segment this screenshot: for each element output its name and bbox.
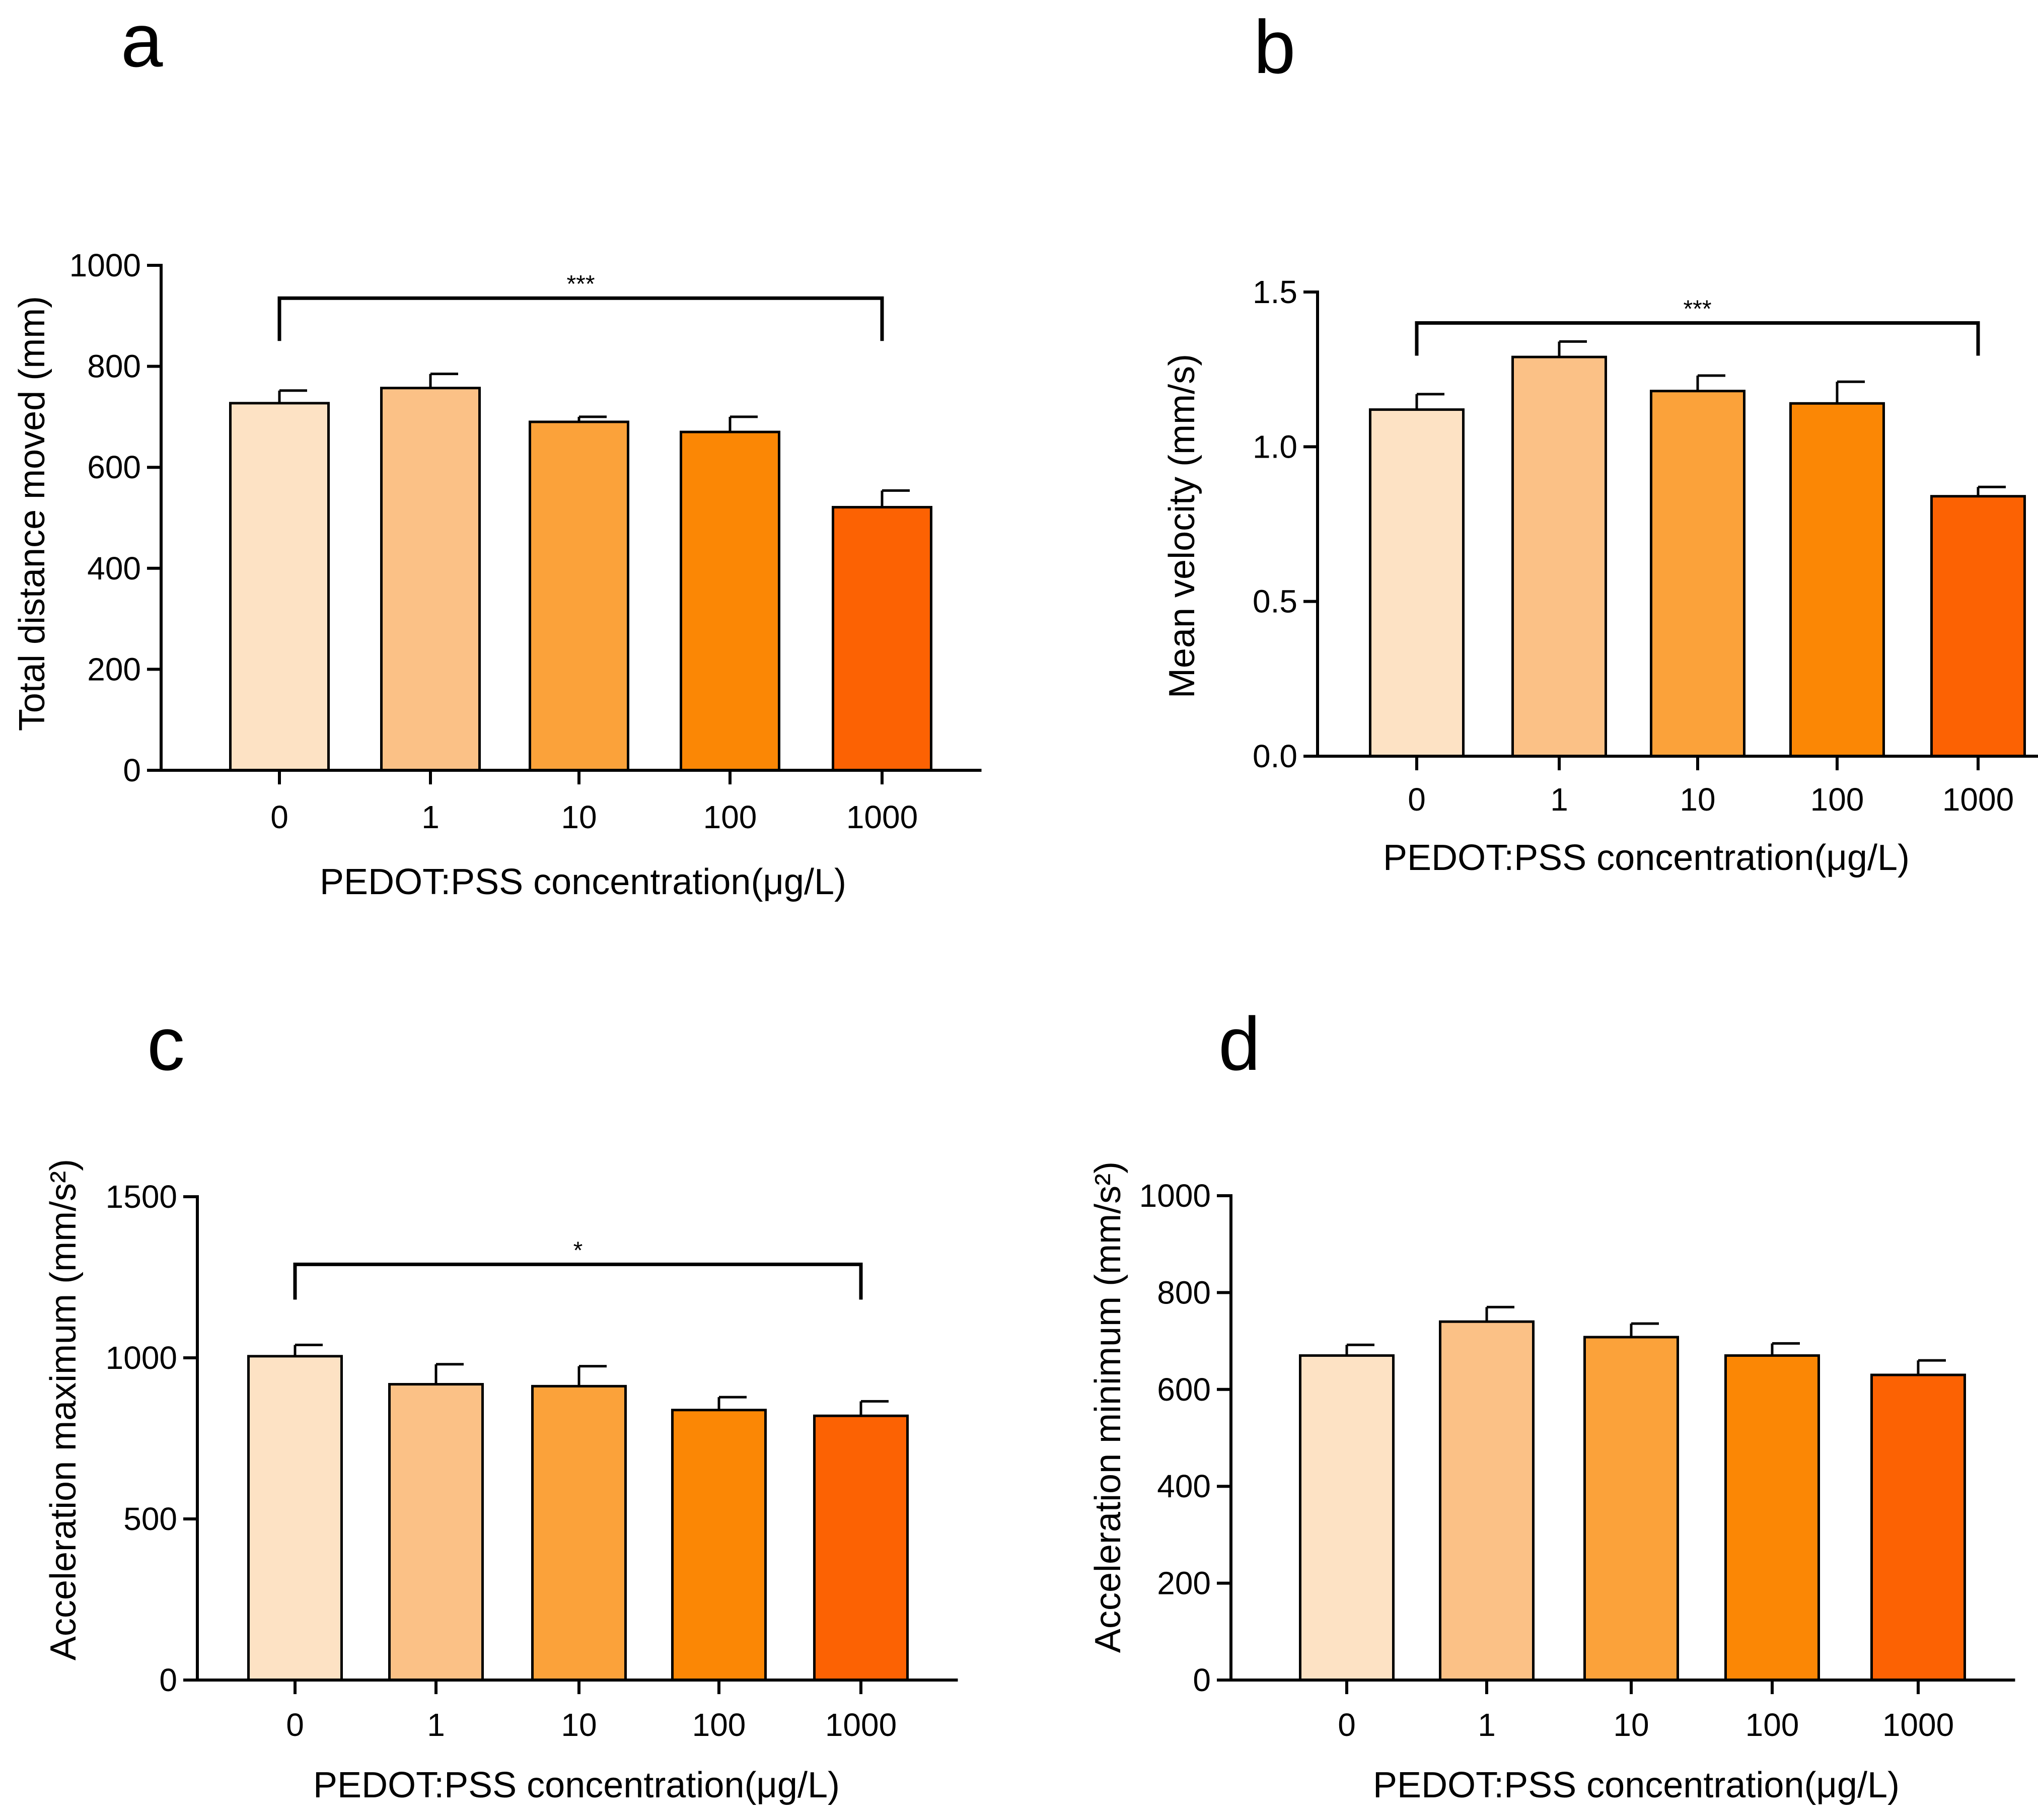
- panel-a-x-tick-label: 0: [270, 799, 288, 835]
- panel-d-x-tick-label: 0: [1338, 1707, 1356, 1743]
- panel-a-y-tick-label: 600: [87, 449, 141, 485]
- panel-c-x-tick-label: 0: [286, 1707, 304, 1743]
- panel-c: c 0 500 1000 1500 0 1 10 100 1000 * PEDOT:PSS con…: [43, 1001, 958, 1805]
- panel-c-bar-100: [671, 1409, 767, 1682]
- panel-a-x-tick-label: 1000: [846, 799, 918, 835]
- panel-b: b 0.0 0.5 1.0 1.5 0 1 10 100 1000 *** PEDOT:PSS c…: [1162, 5, 2038, 878]
- panel-d-x-tick-label: 10: [1613, 1707, 1649, 1743]
- panel-d-y-tick-label: 400: [1157, 1468, 1211, 1504]
- panel-b-y-tick-label: 1.5: [1253, 274, 1297, 310]
- panel-d-bar-10: [1583, 1336, 1679, 1682]
- panel-d-y-axis-title: Acceleration minimum (mm/s²): [1088, 1161, 1128, 1653]
- panel-c-bar-10: [531, 1385, 627, 1682]
- panel-d-bar-1: [1439, 1320, 1535, 1682]
- panel-a-y-tick-label: 0: [123, 752, 141, 788]
- panel-d: d 0 200 400 600 800 1000 0 1 10 100 1000 PEDOT:PSS…: [1088, 1001, 2015, 1805]
- panel-b-significance-label: ***: [1683, 296, 1711, 322]
- panel-a-x-tick-label: 10: [561, 799, 597, 835]
- panel-c-bar-0: [247, 1355, 343, 1682]
- panel-c-significance-bracket: [293, 1262, 863, 1300]
- panel-b-y-axis-title: Mean velocity (mm/s): [1162, 354, 1202, 698]
- panel-c-significance-label: *: [573, 1237, 583, 1264]
- panel-d-bar-100: [1724, 1354, 1820, 1682]
- panel-a-significance-label: ***: [566, 271, 595, 298]
- panel-a-bar-1: [380, 387, 481, 772]
- panel-c-x-tick-label: 1: [427, 1707, 445, 1743]
- panel-a-x-tick-label: 1: [421, 799, 440, 835]
- panel-b-x-tick-label: 1: [1550, 781, 1568, 818]
- panel-d-y-tick-label: 200: [1157, 1565, 1211, 1601]
- panel-b-y-tick-label: 1.0: [1253, 428, 1297, 465]
- panel-b-y-tick-label: 0.5: [1253, 584, 1297, 620]
- panel-c-letter: c: [147, 1001, 185, 1086]
- panel-a-x-axis-title: PEDOT:PSS concentration(μg/L): [320, 862, 846, 902]
- panel-a: a 0 200 400 600 800 1000 0 1 10 100 1000 *** PEDOT:…: [12, 0, 982, 902]
- panel-a-bar-100: [680, 430, 780, 772]
- panel-a-y-tick-label: 800: [87, 348, 141, 385]
- panel-c-x-tick-label: 1000: [825, 1707, 897, 1743]
- panel-d-bar-1000: [1870, 1373, 1966, 1682]
- panel-c-y-axis-title: Acceleration maximum (mm/s²): [43, 1159, 84, 1660]
- panel-d-y-tick-label: 800: [1157, 1274, 1211, 1311]
- panel-c-x-axis-title: PEDOT:PSS concentration(μg/L): [313, 1765, 840, 1805]
- panel-b-y-tick-label: 0.0: [1253, 738, 1297, 774]
- panel-b-bar-10: [1650, 390, 1745, 758]
- panel-c-x-tick-label: 100: [692, 1707, 746, 1743]
- panel-c-x-tick-label: 10: [561, 1707, 597, 1743]
- panel-a-letter: a: [121, 0, 163, 83]
- panel-d-x-tick-label: 1000: [1882, 1707, 1954, 1743]
- panel-b-x-tick-label: 1000: [1942, 781, 2014, 818]
- panel-a-significance-bracket: [277, 296, 884, 341]
- panel-c-y-tick-label: 1500: [106, 1179, 177, 1215]
- panel-c-bar-1: [388, 1382, 484, 1682]
- panel-a-x-tick-label: 100: [703, 799, 757, 835]
- panel-b-bar-1: [1511, 355, 1607, 758]
- panel-b-bar-100: [1789, 402, 1885, 758]
- panel-c-y-tick-label: 500: [123, 1501, 177, 1537]
- panel-b-x-axis-title: PEDOT:PSS concentration(μg/L): [1383, 838, 1910, 878]
- panel-a-y-tick-label: 200: [87, 651, 141, 687]
- panel-d-y-tick-label: 1000: [1139, 1178, 1211, 1214]
- panel-b-letter: b: [1254, 5, 1295, 89]
- panel-b-significance-bracket: [1415, 321, 1980, 356]
- panel-d-y-tick-label: 600: [1157, 1371, 1211, 1408]
- panel-b-x-tick-label: 10: [1680, 781, 1715, 818]
- panel-a-y-tick-label: 1000: [69, 247, 141, 283]
- panel-b-bar-1000: [1930, 495, 2026, 758]
- panel-a-bar-0: [229, 402, 330, 772]
- panel-d-y-tick-label: 0: [1193, 1662, 1211, 1698]
- panel-d-x-axis-title: PEDOT:PSS concentration(μg/L): [1373, 1765, 1900, 1805]
- panel-c-y-tick-label: 1000: [106, 1340, 177, 1376]
- panel-a-bar-1000: [832, 505, 932, 772]
- panel-d-x-tick-label: 1: [1478, 1707, 1496, 1743]
- panel-a-bar-10: [529, 420, 629, 772]
- panel-c-bar-1000: [813, 1414, 909, 1682]
- panel-d-letter: d: [1218, 1001, 1260, 1086]
- panel-c-y-tick-label: 0: [159, 1662, 177, 1698]
- panel-a-y-axis-title: Total distance moved (mm): [12, 296, 52, 731]
- panel-b-bar-0: [1369, 408, 1465, 758]
- panel-d-x-tick-label: 100: [1745, 1707, 1799, 1743]
- panel-d-bar-0: [1299, 1354, 1395, 1682]
- panel-a-y-tick-label: 400: [87, 550, 141, 587]
- panel-b-x-tick-label: 100: [1810, 781, 1864, 818]
- panel-b-x-tick-label: 0: [1408, 781, 1426, 818]
